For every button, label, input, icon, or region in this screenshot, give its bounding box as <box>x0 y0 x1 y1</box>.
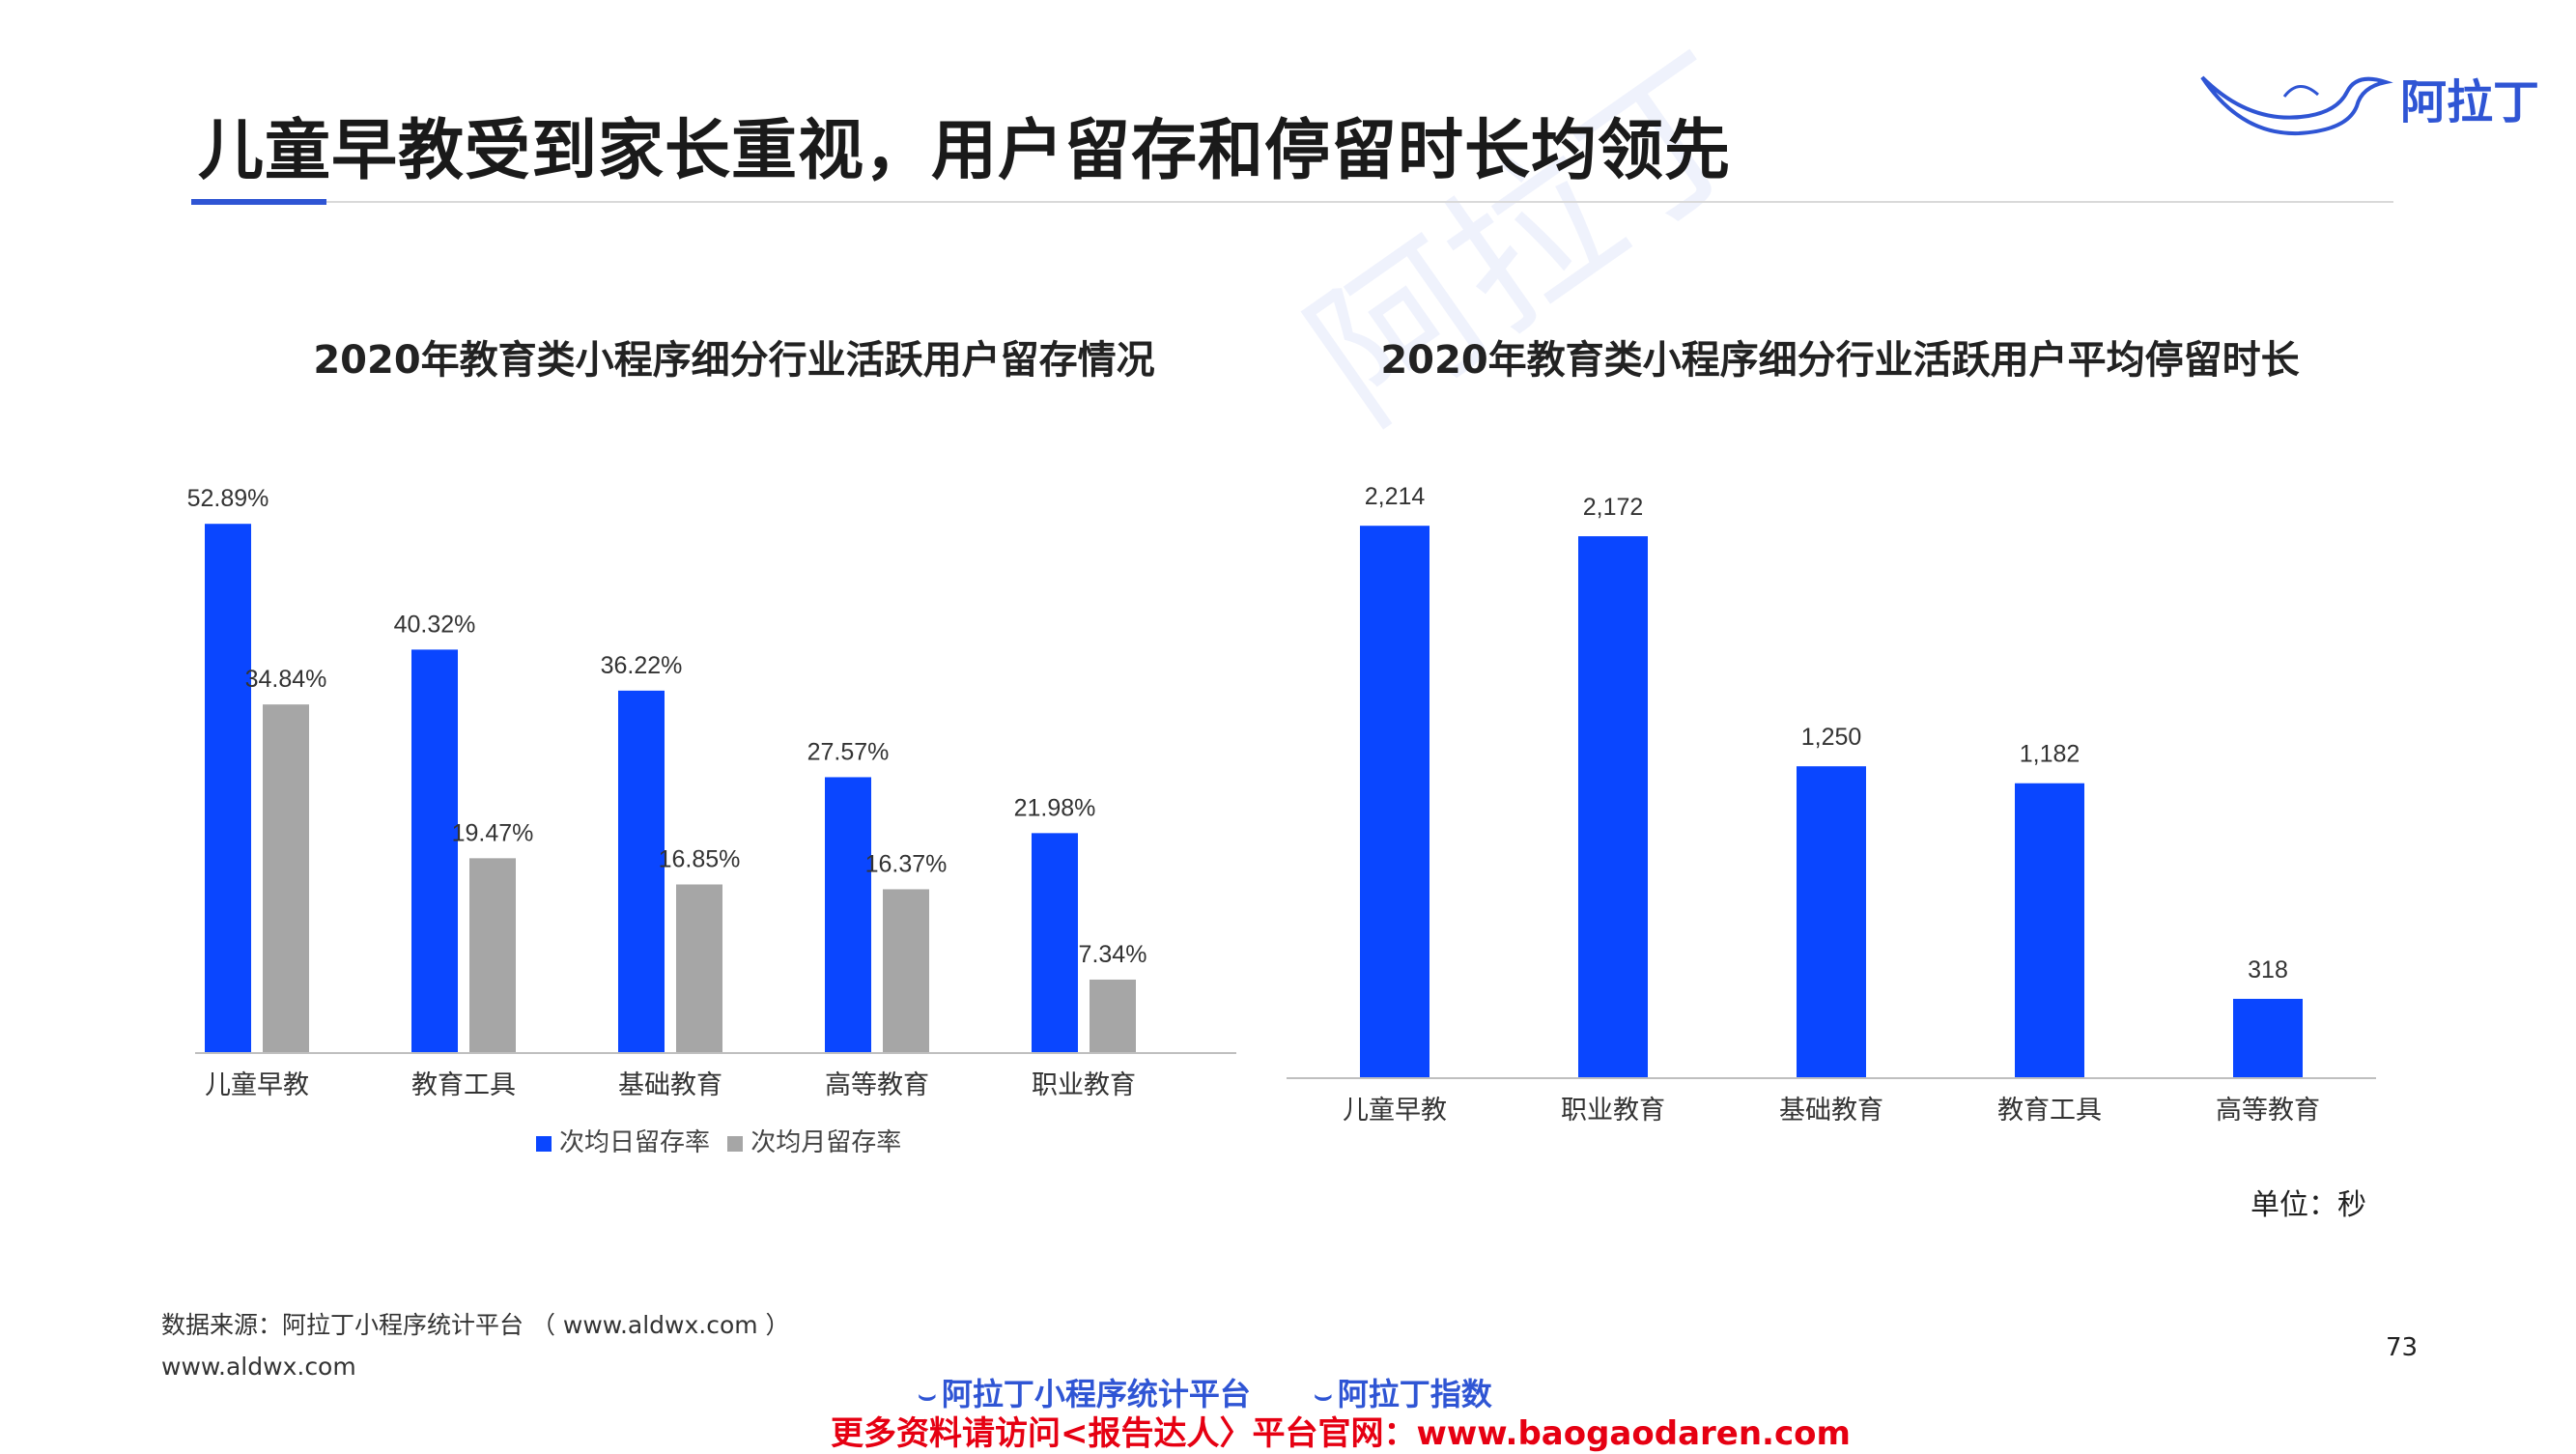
site-url: www.aldwx.com <box>161 1353 356 1381</box>
x-tick-label: 高等教育 <box>2216 1096 2320 1125</box>
bar-monthly-2 <box>469 858 516 1053</box>
x-tick-label: 职业教育 <box>1561 1096 1665 1125</box>
data-label: 1,250 <box>1801 724 1862 751</box>
lamp-icon: ⌣ <box>918 1379 937 1412</box>
bar-duration-5 <box>2233 998 2303 1078</box>
data-label: 19.47% <box>452 819 534 846</box>
retention-bars: 52.89% 34.84% 儿童早教 40.32% 19.47% 教育工具 36.22% 16… <box>187 485 1147 1099</box>
x-tick-label: 教育工具 <box>1997 1096 2102 1125</box>
aladdin-logo: 阿拉丁 <box>2200 75 2539 136</box>
x-tick-label: 基础教育 <box>618 1070 722 1099</box>
legend-swatch-monthly <box>727 1135 744 1152</box>
footer-logos: ⌣ 阿拉丁小程序统计平台 ⌣ 阿拉丁指数 <box>918 1370 1671 1412</box>
bar-monthly-5 <box>1090 979 1136 1053</box>
watermark-text: 阿拉丁 <box>1277 19 1792 459</box>
footer-logo-stats: 阿拉丁小程序统计平台 <box>941 1376 1251 1412</box>
title-divider <box>191 201 2393 203</box>
x-tick-label: 儿童早教 <box>205 1070 309 1099</box>
bar-daily-2 <box>411 649 458 1053</box>
x-tick-label: 基础教育 <box>1779 1096 1883 1125</box>
duration-bars: 2,214 儿童早教 2,172 职业教育 1,250 基础教育 1,182 教育工具 318 高… <box>1343 483 2320 1125</box>
x-tick-label: 职业教育 <box>1032 1070 1136 1099</box>
bar-duration-4 <box>2015 783 2084 1078</box>
duration-bar-chart: 2,214 儿童早教 2,172 职业教育 1,250 基础教育 1,182 教育工具 318 高… <box>1287 483 2376 1125</box>
title-accent-bar <box>191 199 326 205</box>
lamp-icon <box>2200 75 2393 136</box>
data-label: 52.89% <box>187 485 269 512</box>
bar-monthly-1 <box>263 704 309 1053</box>
bar-daily-4 <box>825 777 871 1053</box>
bar-daily-1 <box>205 524 251 1053</box>
data-source: 数据来源：阿拉丁小程序统计平台 （ www.aldwx.com ） <box>161 1311 790 1339</box>
data-label: 27.57% <box>807 738 890 765</box>
bar-duration-2 <box>1578 536 1648 1078</box>
data-label: 21.98% <box>1014 794 1096 821</box>
unit-label: 单位：秒 <box>2250 1188 2366 1222</box>
bar-duration-3 <box>1797 766 1866 1078</box>
data-label: 40.32% <box>394 611 476 638</box>
retention-bar-chart: 52.89% 34.84% 儿童早教 40.32% 19.47% 教育工具 36.22% 16… <box>187 485 1236 1099</box>
legend-item-daily: 次均日留存率 <box>536 1128 710 1157</box>
left-chart-title: 2020年教育类小程序细分行业活跃用户留存情况 <box>313 338 1155 383</box>
data-label: 34.84% <box>245 666 327 693</box>
x-tick-label: 教育工具 <box>411 1070 516 1099</box>
logo-text: 阿拉丁 <box>2400 77 2539 128</box>
page-number: 73 <box>2386 1333 2419 1362</box>
bar-monthly-3 <box>676 884 722 1053</box>
x-tick-label: 高等教育 <box>825 1070 929 1099</box>
right-chart-title: 2020年教育类小程序细分行业活跃用户平均停留时长 <box>1380 338 2300 383</box>
legend-item-monthly: 次均月留存率 <box>727 1128 901 1157</box>
bar-duration-1 <box>1360 526 1430 1078</box>
data-label: 318 <box>2248 956 2288 984</box>
legend-swatch-daily <box>536 1135 552 1152</box>
page-title: 儿童早教受到家长重视，用户留存和停留时长均领先 <box>198 113 1732 189</box>
bar-daily-3 <box>618 690 665 1053</box>
promo-link-text[interactable]: 更多资料请访问<报告达人〉平台官网：www.baogaodaren.com <box>831 1414 1851 1453</box>
data-label: 2,172 <box>1583 494 1644 521</box>
retention-legend: 次均日留存率 次均月留存率 <box>536 1123 901 1158</box>
data-label: 36.22% <box>601 652 683 679</box>
x-tick-label: 儿童早教 <box>1343 1096 1447 1125</box>
data-label: 16.37% <box>865 850 948 877</box>
data-label: 7.34% <box>1079 941 1147 968</box>
data-label: 1,182 <box>2020 741 2081 768</box>
bar-monthly-4 <box>883 889 929 1053</box>
data-label: 2,214 <box>1365 483 1426 510</box>
lamp-icon: ⌣ <box>1313 1379 1333 1412</box>
data-label: 16.85% <box>659 845 741 872</box>
bar-daily-5 <box>1032 833 1078 1053</box>
footer-logo-index: 阿拉丁指数 <box>1337 1376 1492 1412</box>
